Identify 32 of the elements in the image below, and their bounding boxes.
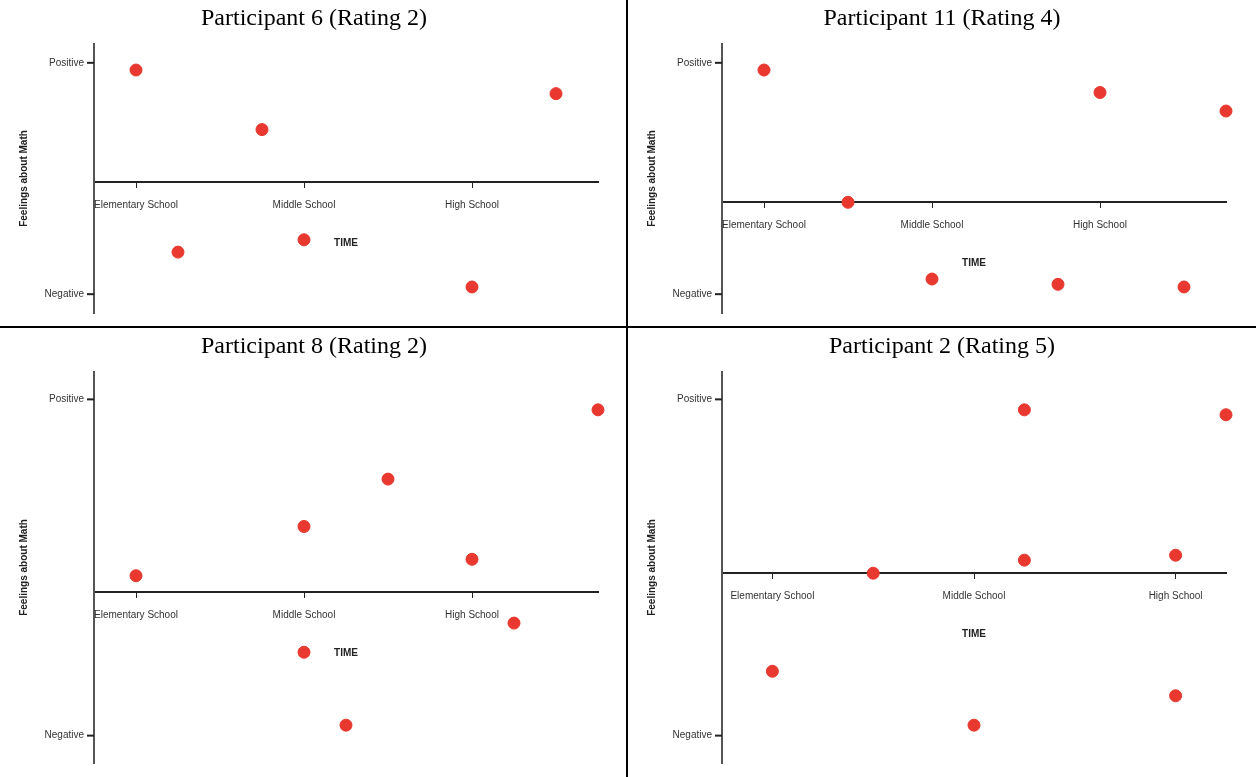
x-axis-title: TIME <box>334 237 359 249</box>
x-tick-label: High School <box>1148 589 1203 601</box>
text: Positive <box>48 393 85 405</box>
chart-title: Participant 8 (Rating 2) <box>200 331 428 360</box>
text: Negative <box>672 287 713 299</box>
text: Negative <box>672 729 713 741</box>
x-tick-label: High School <box>445 199 499 211</box>
x-tick-label: Elementary School <box>722 219 806 231</box>
y-axis-title: Feelings about Math <box>645 130 657 227</box>
y-axis-title: Feelings about Math <box>645 519 657 616</box>
x-tick-label: Middle School <box>942 589 1006 601</box>
x-axis-title: TIME <box>962 627 987 639</box>
x-tick-label: Elementary School <box>94 608 178 620</box>
text: Negative <box>44 729 85 741</box>
chart-title: Participant 6 (Rating 2) <box>200 3 428 32</box>
y-axis-title: Feelings about Math <box>17 519 29 616</box>
text: Negative <box>44 287 85 299</box>
y-axis-title: Feelings about Math <box>17 130 29 227</box>
text: Positive <box>676 393 713 405</box>
chart-title: Participant 11 (Rating 4) <box>822 3 1062 32</box>
x-tick-label: Elementary School <box>730 589 815 601</box>
x-tick-label: High School <box>1073 219 1127 231</box>
x-axis-title: TIME <box>962 257 987 269</box>
text: Positive <box>676 56 713 68</box>
x-tick-label: Middle School <box>272 608 336 620</box>
x-tick-label: Middle School <box>900 219 964 231</box>
x-tick-label: High School <box>445 608 499 620</box>
x-axis-title: TIME <box>334 646 359 658</box>
x-tick-label: Elementary School <box>94 199 178 211</box>
chart-title: Participant 2 (Rating 5) <box>828 331 1056 360</box>
x-tick-label: Middle School <box>272 199 336 211</box>
text: Positive <box>48 56 85 68</box>
